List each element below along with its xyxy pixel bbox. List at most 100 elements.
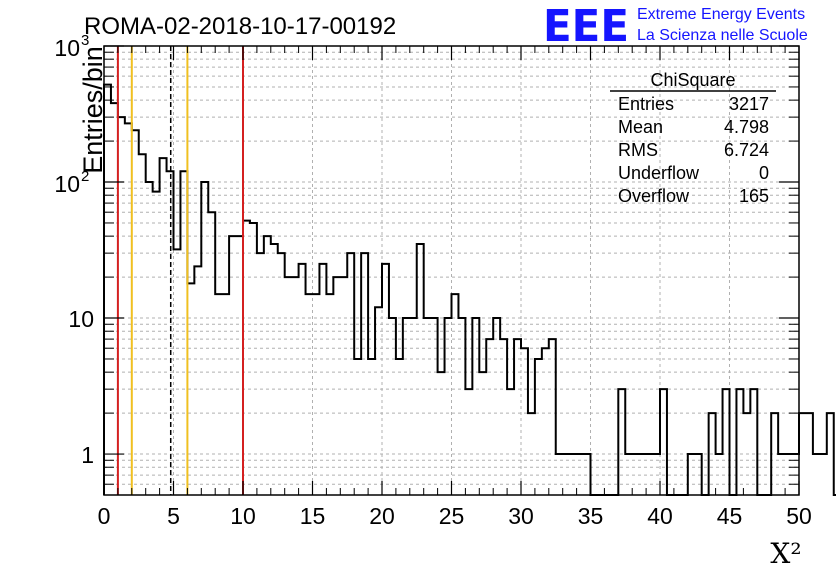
histogram-outline: [103, 83, 836, 496]
histogram-bin: [806, 413, 813, 495]
y-tick-exponent: 2: [81, 168, 89, 185]
x-tick-label: 30: [508, 503, 534, 529]
histogram-bin: [472, 318, 479, 495]
histogram-bin: [243, 221, 250, 495]
x-tick-label: 35: [578, 503, 604, 529]
histogram-bin: [264, 236, 271, 495]
histogram-bin: [201, 182, 208, 495]
histogram-bin: [542, 348, 549, 495]
histogram-bin: [486, 339, 493, 495]
histogram-bin: [820, 454, 827, 495]
histogram-bin: [340, 277, 347, 495]
histogram-bin: [465, 389, 472, 495]
histogram-bin: [570, 454, 577, 495]
histogram-bin: [584, 454, 591, 495]
stats-label-mean: Mean: [618, 117, 663, 137]
histogram-bin: [577, 454, 584, 495]
histogram-bin: [528, 413, 535, 495]
histogram-bin: [431, 318, 438, 495]
histogram-bin: [535, 359, 542, 495]
x-tick-label: 10: [230, 503, 256, 529]
histogram-bin: [813, 454, 820, 495]
histogram-bin: [771, 413, 778, 495]
eee-logo: EEE Extreme Energy Events La Scienza nel…: [543, 1, 808, 52]
histogram-bin: [333, 277, 340, 495]
histogram-bin: [688, 454, 695, 495]
histogram-bin: [403, 318, 410, 495]
x-tick-label: 45: [717, 503, 743, 529]
histogram-bin: [618, 389, 625, 495]
histogram-bin: [743, 413, 750, 495]
stats-value-entries: 3217: [729, 94, 769, 114]
stats-label-overflow: Overflow: [618, 186, 690, 206]
histogram-bin: [222, 294, 229, 495]
histogram-bin: [257, 253, 264, 495]
histogram-bin: [326, 294, 333, 495]
histogram-bin: [125, 123, 132, 495]
histogram-bars: [103, 83, 836, 496]
histogram-bin: [660, 389, 667, 495]
histogram-bin: [695, 454, 702, 495]
histogram-bin: [750, 389, 757, 495]
histogram-bin: [354, 359, 361, 495]
histogram-bin: [417, 244, 424, 495]
histogram-bin: [514, 339, 521, 495]
histogram-bin: [306, 294, 313, 495]
histogram-bin: [194, 266, 201, 495]
eee-logo-mark: EEE: [543, 1, 629, 52]
y-tick-mantissa: 10: [54, 171, 80, 197]
histogram-bin: [632, 454, 639, 495]
histogram-bin: [563, 454, 570, 495]
histogram-bin: [653, 454, 660, 495]
histogram-bin: [250, 223, 257, 495]
histogram-bin: [521, 348, 528, 495]
logo-line-2: La Scienza nelle Scuole: [637, 27, 808, 44]
histogram-bin: [445, 318, 452, 495]
histogram-bin: [174, 249, 181, 495]
stats-value-underflow: 0: [759, 163, 769, 183]
x-tick-label: 50: [786, 503, 812, 529]
histogram-bin: [361, 253, 368, 495]
histogram-bin: [180, 171, 187, 495]
histogram-bin: [639, 454, 646, 495]
histogram-bin: [493, 318, 500, 495]
histogram-bin: [736, 389, 743, 495]
histogram-bin: [778, 454, 785, 495]
chart-title: ROMA-02-2018-10-17-00192: [84, 13, 396, 40]
grid: [104, 46, 799, 495]
histogram-bin: [646, 454, 653, 495]
histogram-bin: [271, 244, 278, 495]
histogram-bin: [709, 413, 716, 495]
histogram-bin: [153, 192, 160, 495]
histogram-bin: [452, 294, 459, 495]
y-tick-label: 1: [81, 442, 94, 468]
histogram-bin: [556, 454, 563, 495]
histogram-bin: [215, 294, 222, 495]
histogram-bin: [146, 182, 153, 495]
x-tick-label: 15: [300, 503, 326, 529]
histogram-bin: [111, 103, 118, 495]
stats-title: ChiSquare: [650, 70, 735, 90]
y-tick-mantissa: 10: [54, 35, 80, 61]
x-tick-label: 5: [167, 503, 180, 529]
histogram-bin: [382, 264, 389, 495]
histogram-bin: [292, 277, 299, 495]
reference-lines: [116, 46, 244, 495]
histogram-bin: [799, 413, 806, 495]
stats-label-entries: Entries: [618, 94, 674, 114]
logo-line-1: Extreme Energy Events: [637, 6, 805, 23]
stats-value-mean: 4.798: [724, 117, 769, 137]
histogram-bin: [438, 372, 445, 495]
histogram-bin: [285, 277, 292, 495]
stats-label-rms: RMS: [618, 140, 658, 160]
y-tick-label: 10: [68, 306, 94, 332]
histogram-bin: [187, 283, 194, 495]
histogram-bin: [410, 318, 417, 495]
y-tick-label: 10 2: [54, 168, 89, 197]
x-axis-label: X²: [770, 537, 801, 570]
histogram-bin: [236, 236, 243, 495]
histogram-bin: [299, 264, 306, 495]
x-tick-label: 20: [369, 503, 395, 529]
